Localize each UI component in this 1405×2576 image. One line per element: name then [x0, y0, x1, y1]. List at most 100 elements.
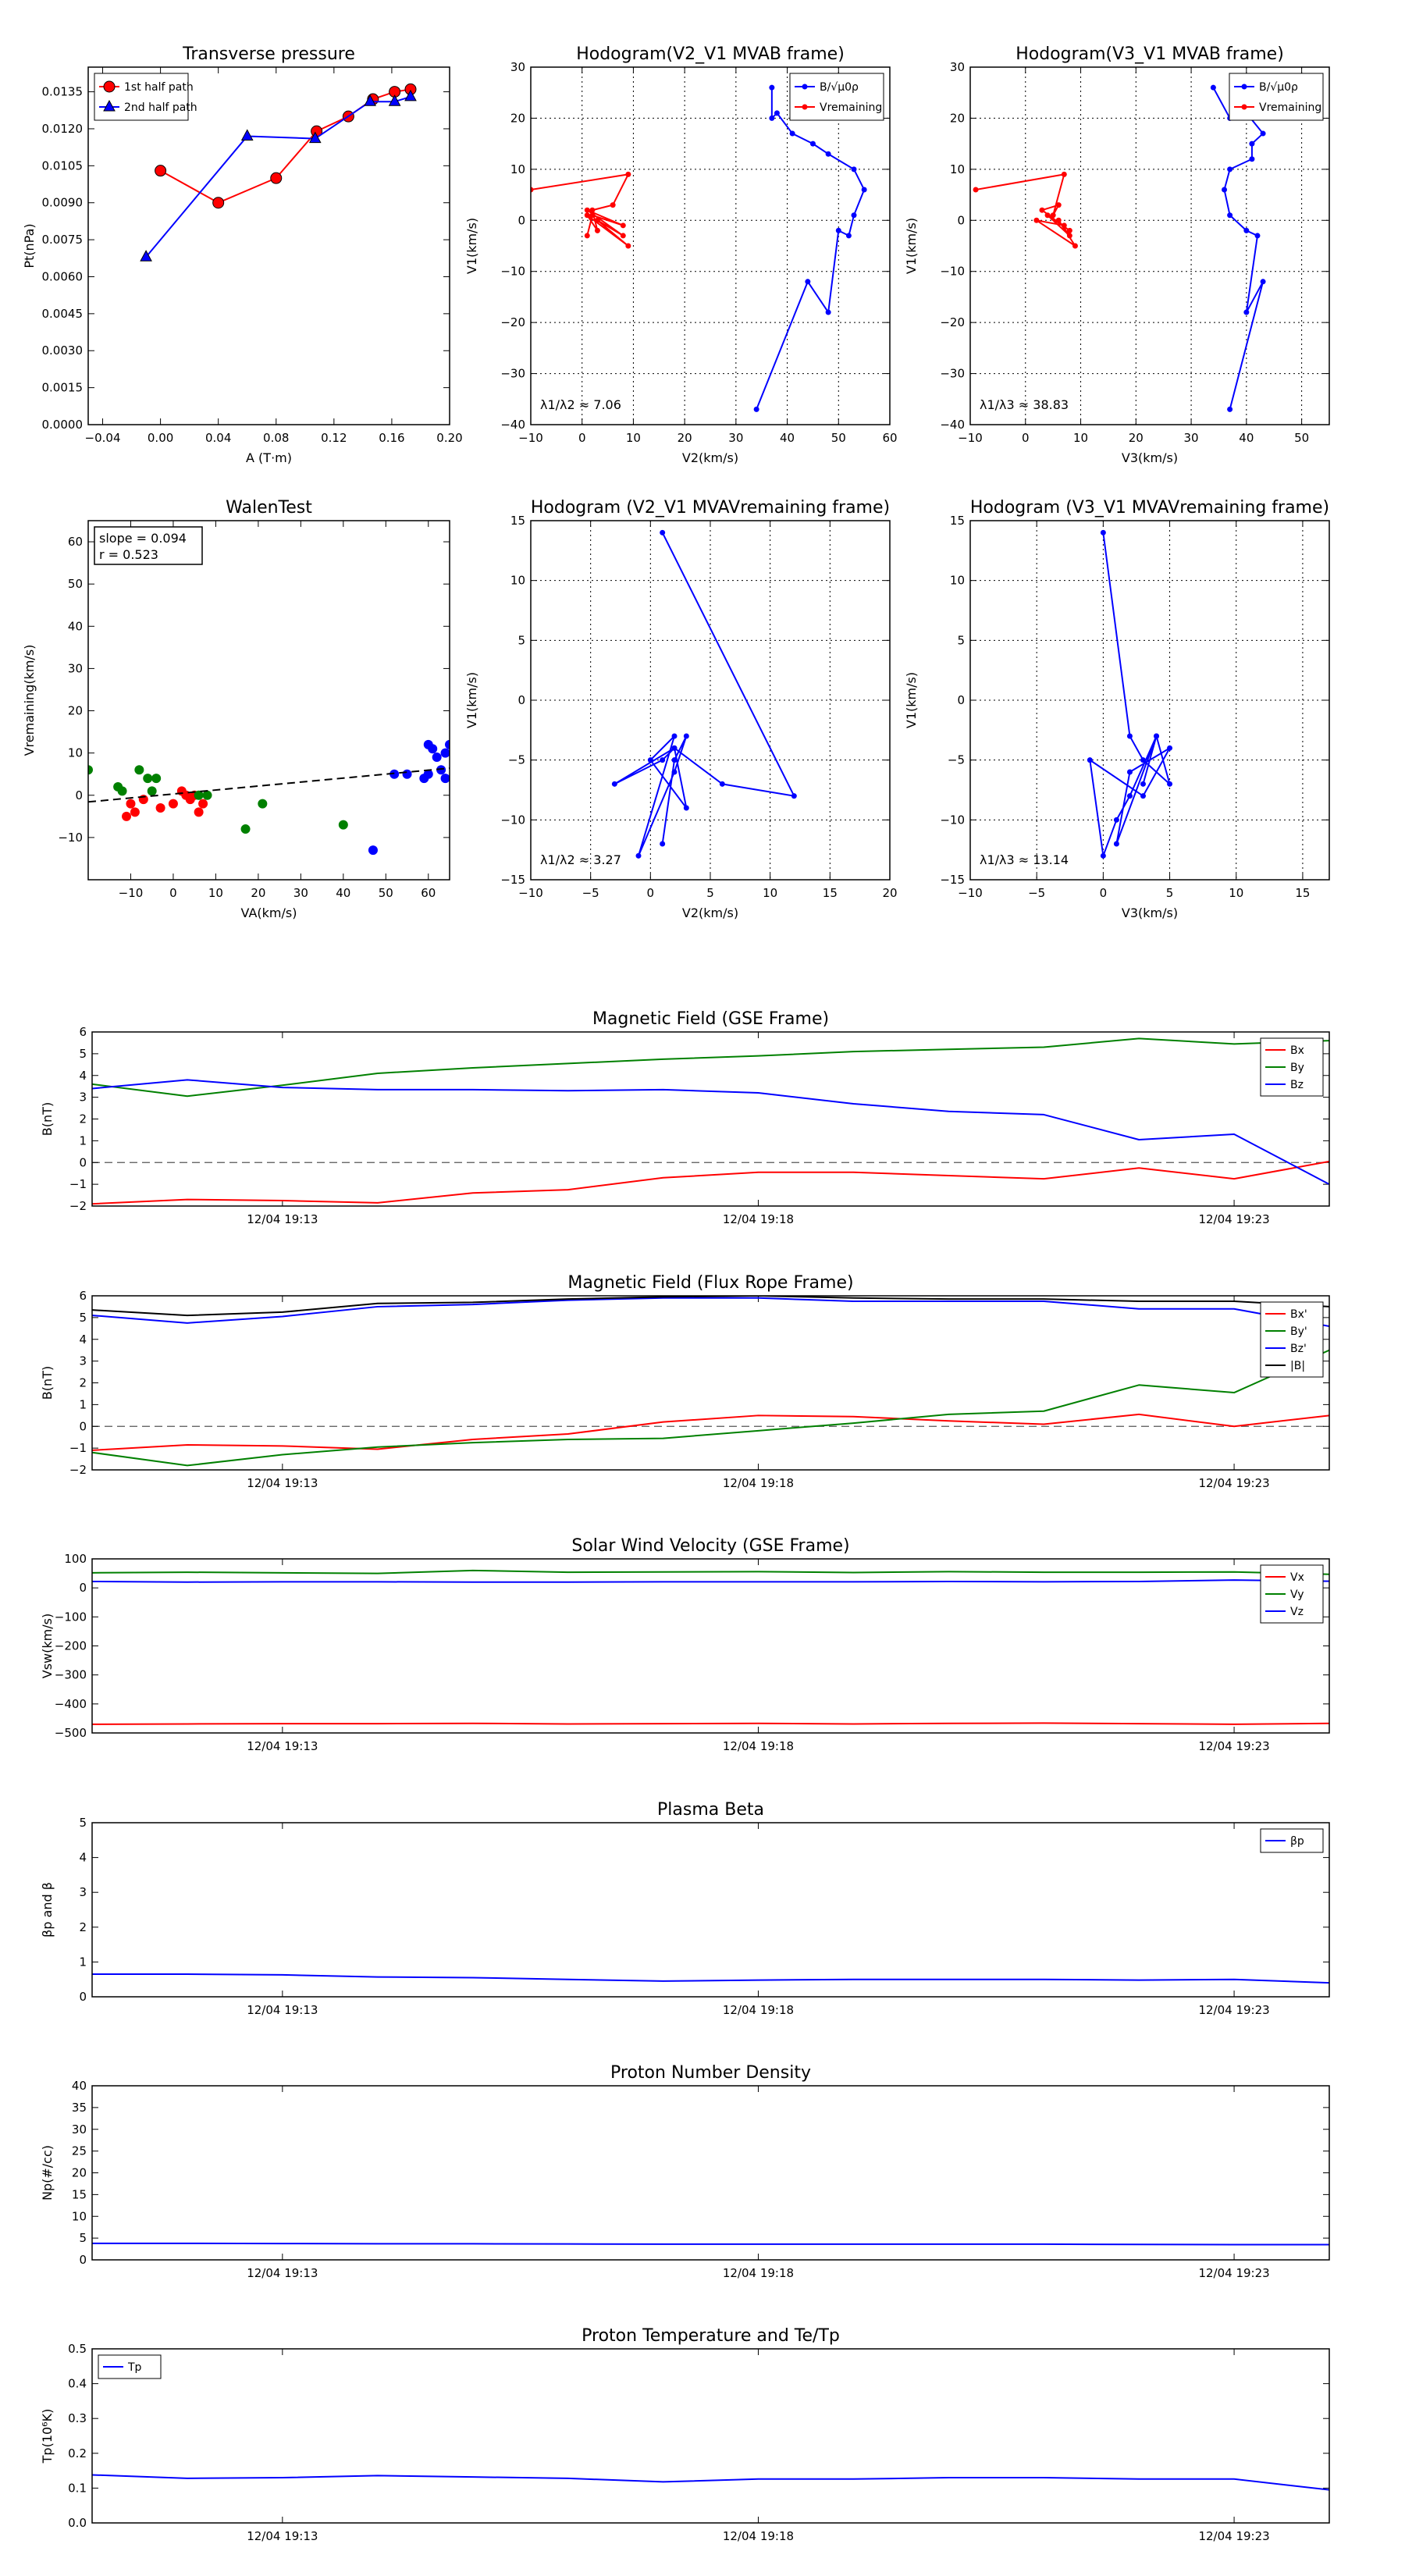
- x-tick-label: 12/04 19:23: [1198, 2529, 1269, 2543]
- series-line-0: [92, 1973, 1329, 1984]
- y-tick-label: 10: [950, 574, 965, 588]
- x-tick-label: 12/04 19:23: [1198, 1212, 1269, 1226]
- y-tick-label: −300: [55, 1668, 87, 1682]
- x-tick-label: 20: [882, 886, 897, 900]
- data-point: [389, 769, 400, 779]
- y-tick-label: −10: [58, 831, 83, 845]
- chart-title: Hodogram(V2_V1 MVAB frame): [576, 44, 845, 64]
- data-point: [155, 165, 167, 177]
- data-point: [861, 187, 867, 193]
- data-point: [140, 250, 152, 262]
- data-point: [168, 799, 178, 809]
- y-tick-label: 30: [950, 60, 965, 74]
- data-point: [1249, 141, 1255, 147]
- x-tick-label: 0: [578, 431, 586, 445]
- fit-line: [88, 767, 450, 803]
- data-point: [432, 753, 442, 763]
- y-tick-label: −5: [948, 753, 965, 767]
- y-tick-label: 10: [950, 162, 965, 176]
- chart-t5: 12/04 19:13 12/04 19:18 12/04 19:23 0 5 10 15 2…: [40, 2063, 1330, 2280]
- chart-p2: −10 0 10 20 30 40 50 60 −40 −30 −20 −10 0 10 20 30 Hodog…: [464, 44, 898, 465]
- legend-label: Vz: [1290, 1606, 1304, 1618]
- data-point: [1050, 212, 1056, 219]
- data-point: [647, 757, 653, 763]
- legend: B/√μ0ρ Vremaining: [789, 73, 884, 121]
- x-tick-label: 0.12: [321, 431, 347, 445]
- annotation: λ1/λ3 ≈ 38.83: [980, 397, 1069, 412]
- series-line-2: [92, 1579, 1329, 1583]
- y-tick-label: 0.0090: [42, 196, 84, 210]
- data-point: [753, 406, 759, 412]
- data-layer: [531, 84, 867, 412]
- y-axis-label: Vsw(km/s): [40, 1614, 55, 1678]
- legend: Tp: [98, 2354, 162, 2379]
- data-point: [851, 212, 857, 219]
- series-line-0: [614, 532, 795, 857]
- legend-label: Bx': [1290, 1308, 1307, 1321]
- data-point: [531, 187, 534, 193]
- y-tick-label: 0: [79, 1581, 87, 1595]
- x-tick-label: 0: [169, 886, 177, 900]
- plot-frame: [969, 66, 1330, 425]
- x-tick-label: −5: [1028, 886, 1045, 900]
- y-tick-label: −15: [500, 873, 525, 887]
- legend-frame: [789, 73, 884, 121]
- data-point: [202, 790, 212, 800]
- series-line-1: [92, 1569, 1329, 1575]
- annotation: λ1/λ3 ≈ 13.14: [980, 852, 1069, 867]
- data-point: [1100, 852, 1106, 859]
- y-tick-label: 40: [68, 619, 83, 633]
- y-axis-label: V1(km/s): [464, 218, 479, 274]
- data-point: [1227, 406, 1233, 412]
- y-tick-label: 0.0135: [42, 85, 84, 99]
- y-tick-label: 0: [957, 213, 965, 227]
- x-tick-label: 15: [1295, 886, 1310, 900]
- data-point: [1140, 781, 1146, 787]
- chart-t6: 12/04 19:13 12/04 19:18 12/04 19:23 0.0 0.1 0…: [40, 2326, 1330, 2543]
- x-tick-label: 12/04 19:18: [723, 2266, 794, 2280]
- x-tick-label: 40: [336, 886, 350, 900]
- chart-title: Hodogram(V3_V1 MVAB frame): [1016, 44, 1284, 64]
- y-tick-label: −30: [940, 367, 965, 381]
- x-tick-label: 20: [1129, 431, 1144, 445]
- y-tick-label: 50: [68, 577, 83, 591]
- annotation: λ1/λ2 ≈ 7.06: [540, 397, 621, 412]
- legend: βp: [1260, 1828, 1324, 1853]
- y-tick-label: 60: [68, 535, 83, 549]
- x-axis-label: V3(km/s): [1122, 450, 1178, 465]
- data-point: [1140, 757, 1146, 763]
- legend-label: Vx: [1290, 1571, 1304, 1584]
- data-point: [774, 110, 780, 116]
- data-point: [130, 807, 140, 817]
- x-tick-label: 5: [1166, 886, 1174, 900]
- x-tick-label: 12/04 19:18: [723, 1212, 794, 1226]
- data-point: [825, 309, 831, 315]
- y-tick-label: 3: [79, 1354, 87, 1368]
- data-point: [338, 820, 348, 830]
- data-point: [1140, 793, 1146, 799]
- x-tick-label: −10: [518, 431, 543, 445]
- y-tick-label: −30: [500, 367, 525, 381]
- data-point: [594, 217, 600, 223]
- y-tick-label: 0.2: [68, 2446, 87, 2460]
- legend-frame: [1260, 1828, 1324, 1853]
- legend-label: 1st half path: [124, 81, 194, 94]
- y-tick-label: 0.0060: [42, 269, 84, 283]
- x-tick-label: 10: [763, 886, 777, 900]
- y-tick-label: 6: [79, 1289, 87, 1303]
- y-tick-label: 0: [79, 1419, 87, 1433]
- data-layer: [973, 84, 1266, 412]
- data-layer: [1087, 529, 1173, 859]
- data-point: [594, 227, 600, 233]
- y-tick-label: 15: [510, 514, 525, 528]
- x-tick-label: −10: [518, 886, 543, 900]
- x-tick-label: 10: [1229, 886, 1243, 900]
- data-point: [584, 233, 590, 239]
- x-tick-label: 30: [293, 886, 308, 900]
- data-point: [589, 212, 596, 219]
- data-point: [364, 94, 376, 106]
- data-point: [1066, 227, 1072, 233]
- data-point: [1260, 130, 1266, 137]
- plot-frame: [530, 66, 891, 425]
